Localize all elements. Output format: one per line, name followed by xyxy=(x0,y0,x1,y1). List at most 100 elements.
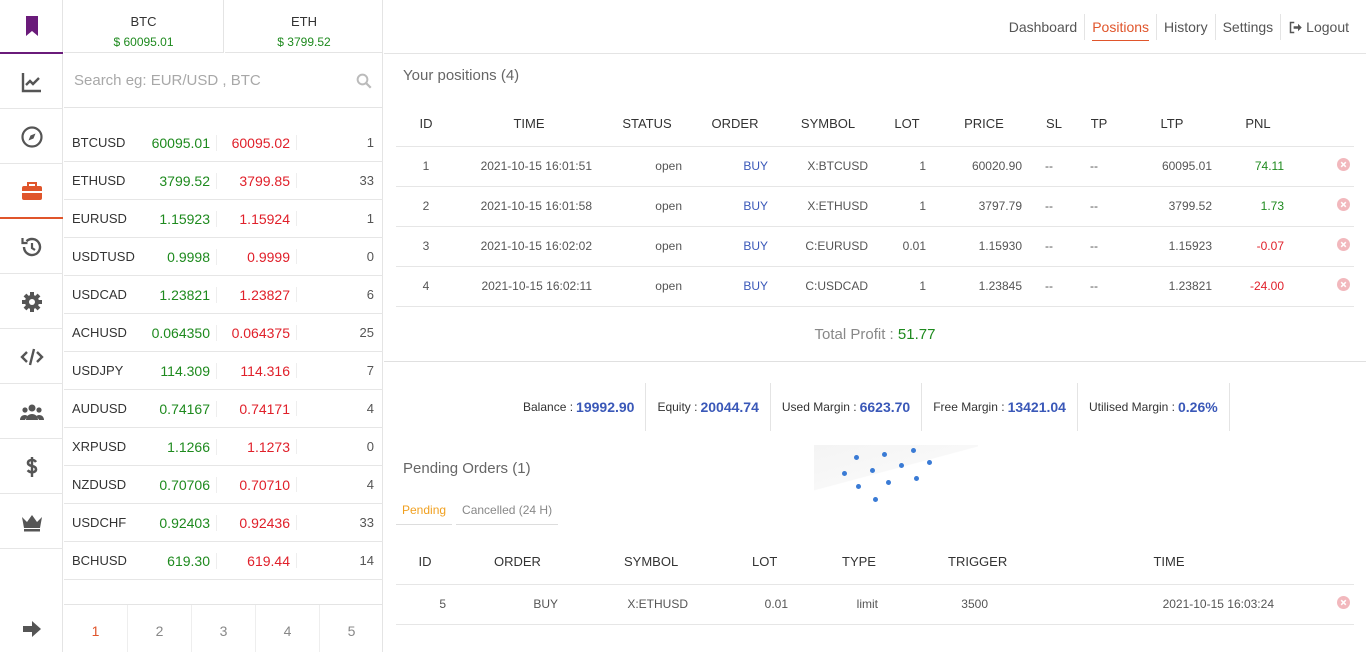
watch-ask[interactable]: 1.15924 xyxy=(216,210,296,227)
page-button[interactable]: 2 xyxy=(128,605,192,652)
watchlist-row[interactable]: ETHUSD 3799.52 3799.85 33 xyxy=(64,162,383,200)
page-button[interactable]: 1 xyxy=(64,605,128,652)
position-row[interactable]: 2 2021-10-15 16:01:58 open BUY X:ETHUSD 1 3797… xyxy=(396,186,1354,227)
section-divider xyxy=(384,361,1366,362)
watch-bid[interactable]: 0.92403 xyxy=(159,514,210,531)
close-position-button[interactable] xyxy=(1294,226,1354,267)
watch-bid[interactable]: 619.30 xyxy=(167,552,210,569)
position-status: open xyxy=(602,266,692,307)
watch-ask[interactable]: 1.23827 xyxy=(216,286,296,303)
watch-bid[interactable]: 0.70706 xyxy=(159,476,210,493)
watch-bid[interactable]: 0.74167 xyxy=(159,400,210,417)
column-header: ID xyxy=(396,540,454,585)
cancel-order-button[interactable] xyxy=(1294,584,1354,625)
position-row[interactable]: 4 2021-10-15 16:02:11 open BUY C:USDCAD 1 1.23… xyxy=(396,266,1354,307)
watch-qty: 4 xyxy=(296,477,383,492)
position-row[interactable]: 3 2021-10-15 16:02:02 open BUY C:EURUSD 0.01 1… xyxy=(396,226,1354,267)
rail-history-button[interactable] xyxy=(0,220,63,274)
code-icon xyxy=(19,348,44,365)
watch-bid[interactable]: 1.1266 xyxy=(167,438,210,455)
watchlist-row[interactable]: USDTUSD 0.9998 0.9999 0 xyxy=(64,238,383,276)
rail-settings-button[interactable] xyxy=(0,275,63,329)
close-position-button[interactable] xyxy=(1294,146,1354,187)
pending-symbol: X:ETHUSD xyxy=(574,584,704,625)
watch-ask[interactable]: 114.316 xyxy=(216,362,296,379)
watch-ask[interactable]: 60095.02 xyxy=(216,134,296,151)
stat-label: Equity : xyxy=(657,400,698,414)
watch-symbol: USDCAD xyxy=(72,287,127,302)
nav-settings[interactable]: Settings xyxy=(1216,14,1282,40)
rail-signout-button[interactable] xyxy=(0,602,63,652)
watch-bid[interactable]: 0.9998 xyxy=(167,248,210,265)
watch-ask[interactable]: 0.70710 xyxy=(216,476,296,493)
watchlist-row[interactable]: USDCHF 0.92403 0.92436 33 xyxy=(64,504,383,542)
nav-logout[interactable]: Logout xyxy=(1281,14,1356,40)
watchlist-row[interactable]: USDCAD 1.23821 1.23827 6 xyxy=(64,276,383,314)
search-icon[interactable] xyxy=(355,72,373,90)
bookmark-button[interactable] xyxy=(0,0,63,54)
watch-bid[interactable]: 0.064350 xyxy=(151,324,210,341)
close-position-button[interactable] xyxy=(1294,266,1354,307)
watch-ask[interactable]: 1.1273 xyxy=(216,438,296,455)
close-icon xyxy=(1337,278,1350,291)
watch-bid[interactable]: 1.23821 xyxy=(159,286,210,303)
watchlist-row[interactable]: AUDUSD 0.74167 0.74171 4 xyxy=(64,390,383,428)
stat-label: Used Margin : xyxy=(781,400,857,414)
watchlist-row[interactable]: BTCUSD 60095.01 60095.02 1 xyxy=(64,124,383,162)
watch-ask[interactable]: 0.74171 xyxy=(216,400,296,417)
watch-symbol: ETHUSD xyxy=(72,173,126,188)
ticker-eth[interactable]: ETH $ 3799.52 xyxy=(225,0,383,53)
watch-bid[interactable]: 114.309 xyxy=(160,362,210,379)
column-header: SYMBOL xyxy=(574,540,704,585)
column-header: ID xyxy=(396,102,456,147)
watchlist-row[interactable]: USDJPY 114.309 114.316 7 xyxy=(64,352,383,390)
pending-time: 2021-10-15 16:03:24 xyxy=(1044,584,1294,625)
watch-qty: 1 xyxy=(296,135,383,150)
position-sl: -- xyxy=(1032,146,1076,187)
watch-bid[interactable]: 3799.52 xyxy=(159,172,210,189)
tab-pending[interactable]: Pending xyxy=(396,499,453,525)
watchlist-row[interactable]: BCHUSD 619.30 619.44 14 xyxy=(64,542,383,580)
position-sl: -- xyxy=(1032,186,1076,227)
watch-symbol: USDJPY xyxy=(72,363,124,378)
rail-funds-button[interactable] xyxy=(0,440,63,494)
watch-bid[interactable]: 60095.01 xyxy=(151,134,210,151)
nav-history[interactable]: History xyxy=(1157,14,1216,40)
page-button[interactable]: 3 xyxy=(192,605,256,652)
rail-charts-button[interactable] xyxy=(0,55,63,109)
watchlist-row[interactable]: NZDUSD 0.70706 0.70710 4 xyxy=(64,466,383,504)
column-header: PNL xyxy=(1222,102,1294,147)
rail-api-button[interactable] xyxy=(0,330,63,384)
position-symbol: X:ETHUSD xyxy=(778,186,878,227)
rail-premium-button[interactable] xyxy=(0,495,63,549)
nav-dashboard[interactable]: Dashboard xyxy=(1002,14,1086,40)
rail-portfolio-button[interactable] xyxy=(0,165,63,219)
page-button[interactable]: 4 xyxy=(256,605,320,652)
positions-table: ID TIME STATUS ORDER SYMBOL LOT PRICE SL TP LTP PN… xyxy=(396,102,1354,307)
watch-ask[interactable]: 3799.85 xyxy=(216,172,296,189)
watch-symbol: USDCHF xyxy=(72,515,127,530)
watchlist-row[interactable]: XRPUSD 1.1266 1.1273 0 xyxy=(64,428,383,466)
pending-table: ID ORDER SYMBOL LOT TYPE TRIGGER TIME 5 BUY X:ET… xyxy=(396,540,1354,625)
nav-positions[interactable]: Positions xyxy=(1085,14,1158,41)
rail-explore-button[interactable] xyxy=(0,110,63,164)
search-input[interactable] xyxy=(74,72,355,89)
watch-ask[interactable]: 619.44 xyxy=(216,552,296,569)
watch-ask[interactable]: 0.9999 xyxy=(216,248,296,265)
watchlist-row[interactable]: EURUSD 1.15923 1.15924 1 xyxy=(64,200,383,238)
watchlist-row[interactable]: ACHUSD 0.064350 0.064375 25 xyxy=(64,314,383,352)
close-position-button[interactable] xyxy=(1294,186,1354,227)
position-order: BUY xyxy=(692,146,778,187)
tab-cancelled[interactable]: Cancelled (24 H) xyxy=(456,499,559,525)
watch-qty: 7 xyxy=(296,363,383,378)
watch-symbol: XRPUSD xyxy=(72,439,127,454)
watch-ask[interactable]: 0.92436 xyxy=(216,514,296,531)
position-row[interactable]: 1 2021-10-15 16:01:51 open BUY X:BTCUSD 1 6002… xyxy=(396,146,1354,187)
rail-community-button[interactable] xyxy=(0,385,63,439)
page-button[interactable]: 5 xyxy=(347,623,356,639)
pending-row[interactable]: 5 BUY X:ETHUSD 0.01 limit 3500 2021-10-15 16:0… xyxy=(396,584,1354,625)
stat-value: 19992.90 xyxy=(576,399,635,415)
watch-bid[interactable]: 1.15923 xyxy=(159,210,210,227)
ticker-btc[interactable]: BTC $ 60095.01 xyxy=(64,0,224,53)
watch-ask[interactable]: 0.064375 xyxy=(216,324,296,341)
